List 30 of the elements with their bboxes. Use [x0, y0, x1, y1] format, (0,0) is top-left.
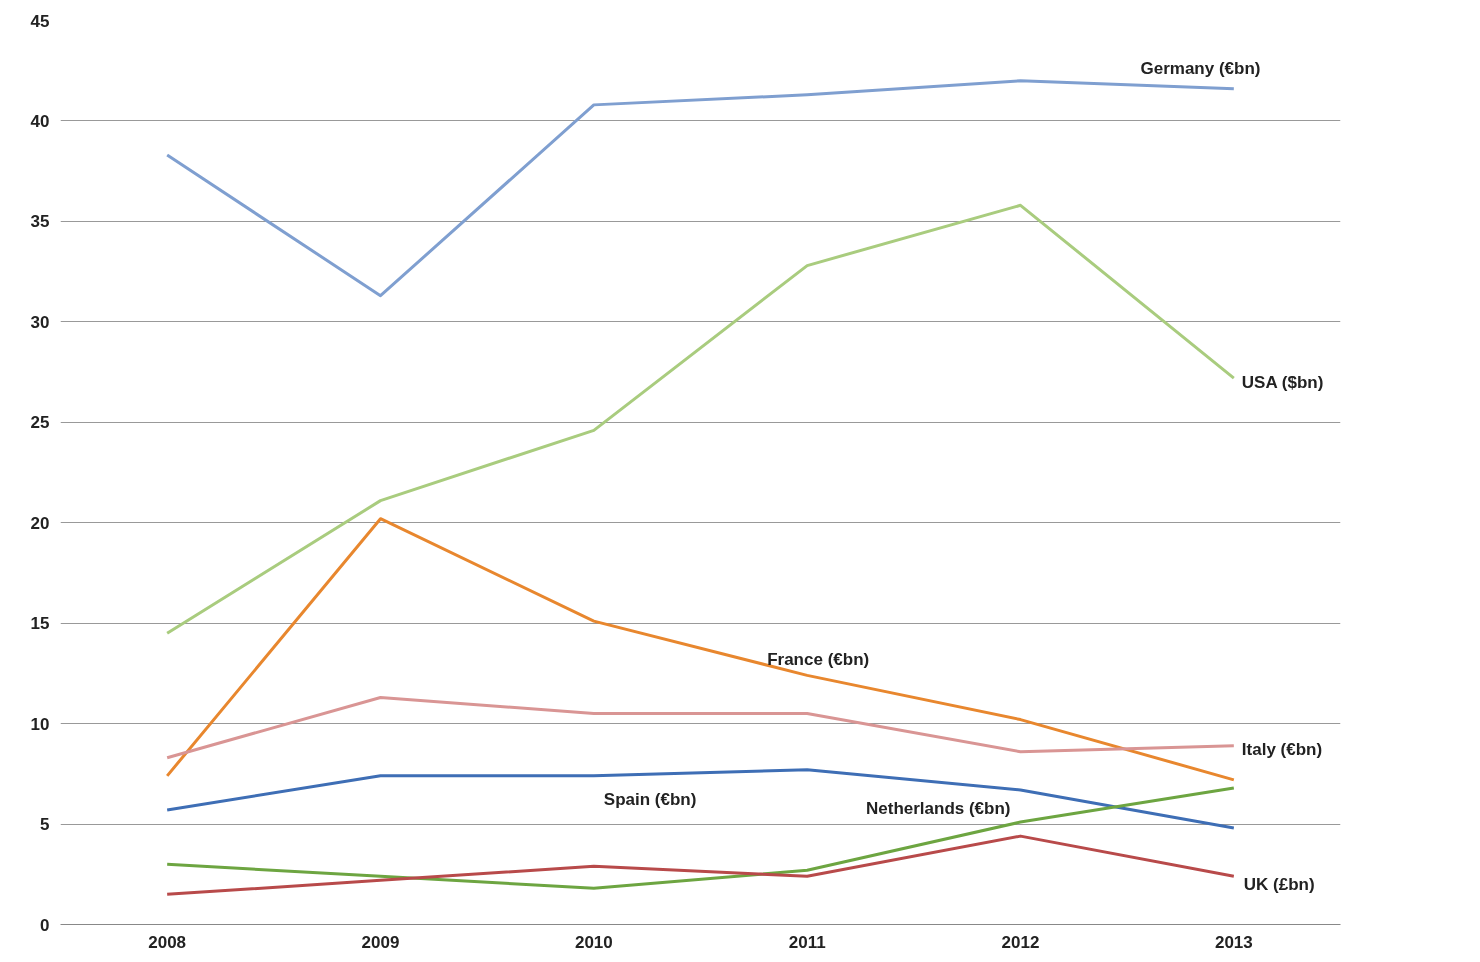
x-tick-label: 2009: [361, 932, 400, 952]
x-tick-label: 2008: [148, 932, 187, 952]
series-label: Germany (€bn): [1140, 59, 1261, 79]
y-tick-label: 25: [30, 413, 50, 433]
y-tick-label: 45: [30, 11, 50, 31]
line-series: [165, 696, 1236, 760]
series-label: France (€bn): [767, 649, 870, 669]
line-series: [165, 834, 1236, 896]
y-tick-label: 5: [40, 815, 50, 835]
line-series: [165, 517, 1236, 782]
x-tick-label: 2013: [1214, 932, 1253, 952]
x-tick-label: 2011: [788, 932, 826, 952]
series-label: USA ($bn): [1241, 372, 1324, 392]
line-series: [165, 768, 1236, 830]
y-tick-label: 0: [40, 915, 50, 935]
series-label: Netherlands (€bn): [865, 798, 1011, 818]
y-tick-label: 40: [30, 111, 50, 131]
x-tick-label: 2012: [1001, 932, 1040, 952]
series-label: Spain (€bn): [603, 790, 697, 810]
series-label: UK (£bn): [1243, 874, 1315, 894]
y-tick-label: 15: [30, 614, 50, 634]
y-tick-label: 35: [30, 212, 50, 232]
series-label: Italy (€bn): [1241, 740, 1323, 760]
x-tick-label: 2010: [574, 932, 613, 952]
y-tick-label: 20: [30, 513, 50, 533]
line-series: [165, 79, 1236, 298]
line-series: [165, 786, 1236, 890]
y-tick-label: 30: [30, 312, 50, 332]
line-series: [165, 203, 1236, 635]
y-tick-label: 10: [30, 714, 50, 734]
